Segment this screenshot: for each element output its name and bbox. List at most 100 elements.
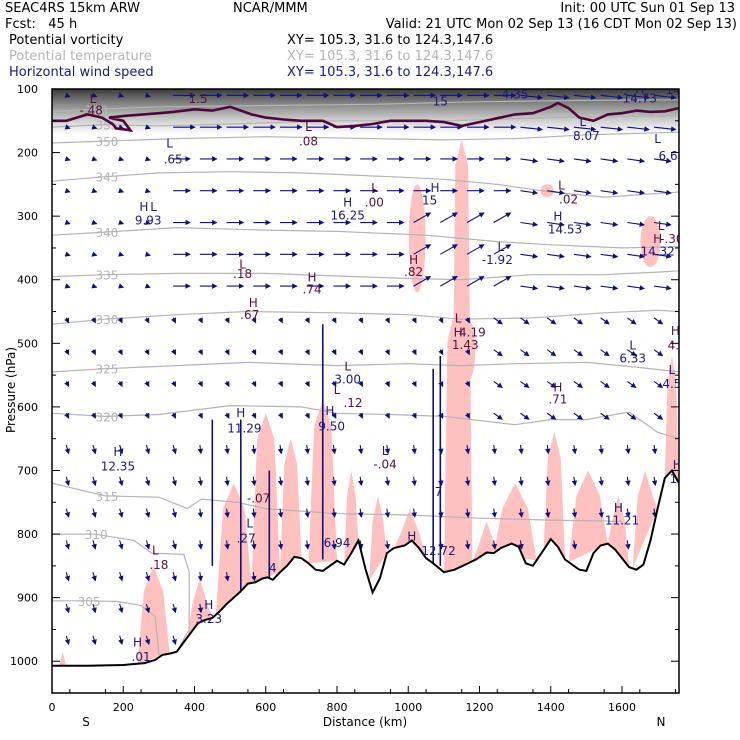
wind-vector xyxy=(357,444,364,455)
wind-vector xyxy=(197,476,204,487)
wind-vector xyxy=(144,124,151,130)
wind-vector xyxy=(118,476,124,487)
wind-vector xyxy=(464,349,470,356)
wind-vector xyxy=(304,317,310,324)
extremum-label: 12.72 xyxy=(421,544,455,558)
wind-vector xyxy=(654,94,677,100)
wind-vector xyxy=(277,349,283,356)
theta-contour-330 xyxy=(52,309,679,325)
theta-contour-345 xyxy=(52,171,679,198)
wind-vector xyxy=(546,381,557,388)
wind-vector xyxy=(144,349,150,356)
wind-vector xyxy=(117,349,123,356)
wind-vector xyxy=(64,508,71,518)
wind-vector xyxy=(197,412,203,419)
wind-vector xyxy=(491,540,498,550)
extremum-label: L xyxy=(305,120,312,134)
theta-label: 330 xyxy=(95,313,118,327)
theta-label: 325 xyxy=(95,363,118,377)
wind-vector xyxy=(600,349,610,357)
extremum-label: H xyxy=(139,200,148,214)
theta-label: 305 xyxy=(78,595,101,609)
wind-vector xyxy=(598,444,604,455)
x-tick-label: 800 xyxy=(327,701,348,714)
wind-vector xyxy=(64,412,70,419)
extremum-label: H xyxy=(454,325,463,339)
wind-vector xyxy=(520,189,539,196)
wind-vector xyxy=(651,476,658,487)
y-tick-label: 1000 xyxy=(10,655,38,668)
wind-vector xyxy=(331,349,337,356)
wind-vector xyxy=(600,94,624,100)
wind-vector xyxy=(573,221,592,227)
wind-vector xyxy=(520,221,539,227)
wind-vector xyxy=(144,317,150,324)
wind-vector xyxy=(171,349,177,356)
wind-vector xyxy=(464,412,470,419)
wind-vector xyxy=(197,572,204,582)
wind-vector xyxy=(653,412,664,420)
extremum-label: 3.00 xyxy=(334,372,361,386)
wind-vector xyxy=(653,285,672,291)
wind-vector xyxy=(144,187,151,194)
cloud-patch xyxy=(543,432,565,560)
wind-vector xyxy=(491,444,498,455)
wind-vector xyxy=(600,221,619,227)
x-tick-label: 1200 xyxy=(466,701,494,714)
wind-vector xyxy=(653,381,664,388)
wind-vector xyxy=(625,540,631,550)
theta-label: 345 xyxy=(95,171,118,185)
axes: 0 200 400 600 800 1000 1200 1400 1600 100 200 300 40… xyxy=(10,83,679,714)
extremum-label: 6.33 xyxy=(619,351,646,365)
extremum-label: H xyxy=(430,181,439,195)
wind-vector xyxy=(277,317,283,324)
cloud-patch xyxy=(344,470,359,565)
extremum-label: L xyxy=(90,92,97,106)
wind-vector xyxy=(304,412,310,419)
wind-vector xyxy=(144,476,151,487)
wind-vector xyxy=(493,212,512,223)
wind-vector xyxy=(547,221,565,227)
extremum-label: .12 xyxy=(343,396,362,410)
wind-vector xyxy=(411,444,417,455)
theta-label: 320 xyxy=(95,410,118,424)
extremum-label: H xyxy=(553,381,562,395)
wind-vector xyxy=(251,572,257,582)
wind-vector xyxy=(91,187,98,194)
forecast-hour: Fcst: 45 h xyxy=(5,17,78,32)
wind-vector xyxy=(573,349,584,357)
wind-vector xyxy=(438,349,444,356)
wind-vector xyxy=(118,251,125,257)
wind-vector xyxy=(224,380,230,388)
wind-vector xyxy=(118,156,125,162)
wind-vector xyxy=(598,508,604,518)
wind-vector xyxy=(411,349,417,356)
wind-vector xyxy=(518,540,524,550)
extremum-label: .65 xyxy=(164,152,183,166)
wind-vector xyxy=(464,380,470,388)
wind-vector xyxy=(651,444,658,455)
wind-vector xyxy=(171,476,177,487)
wind-vector xyxy=(251,444,257,455)
wind-vector xyxy=(358,380,364,388)
wind-vector xyxy=(358,412,364,419)
wind-vector xyxy=(358,349,364,356)
wind-vector xyxy=(251,380,257,388)
wind-vector xyxy=(91,540,97,550)
wind-vector xyxy=(91,219,98,225)
wind-vector xyxy=(64,317,70,324)
wind-vector xyxy=(627,157,646,164)
wind-vector xyxy=(411,380,417,388)
theta-label: 315 xyxy=(95,490,118,504)
extremum-label: H xyxy=(673,458,682,472)
wind-vector xyxy=(277,508,284,518)
wind-vector xyxy=(224,412,230,419)
wind-vector xyxy=(571,508,578,518)
wind-vector xyxy=(118,283,125,289)
plot-frame xyxy=(51,88,680,694)
wind-vector xyxy=(440,244,458,255)
extremum-label: 14.53 xyxy=(548,222,582,236)
wind-vector xyxy=(464,540,471,550)
wind-vector xyxy=(144,603,151,614)
wind-vector xyxy=(197,349,203,356)
